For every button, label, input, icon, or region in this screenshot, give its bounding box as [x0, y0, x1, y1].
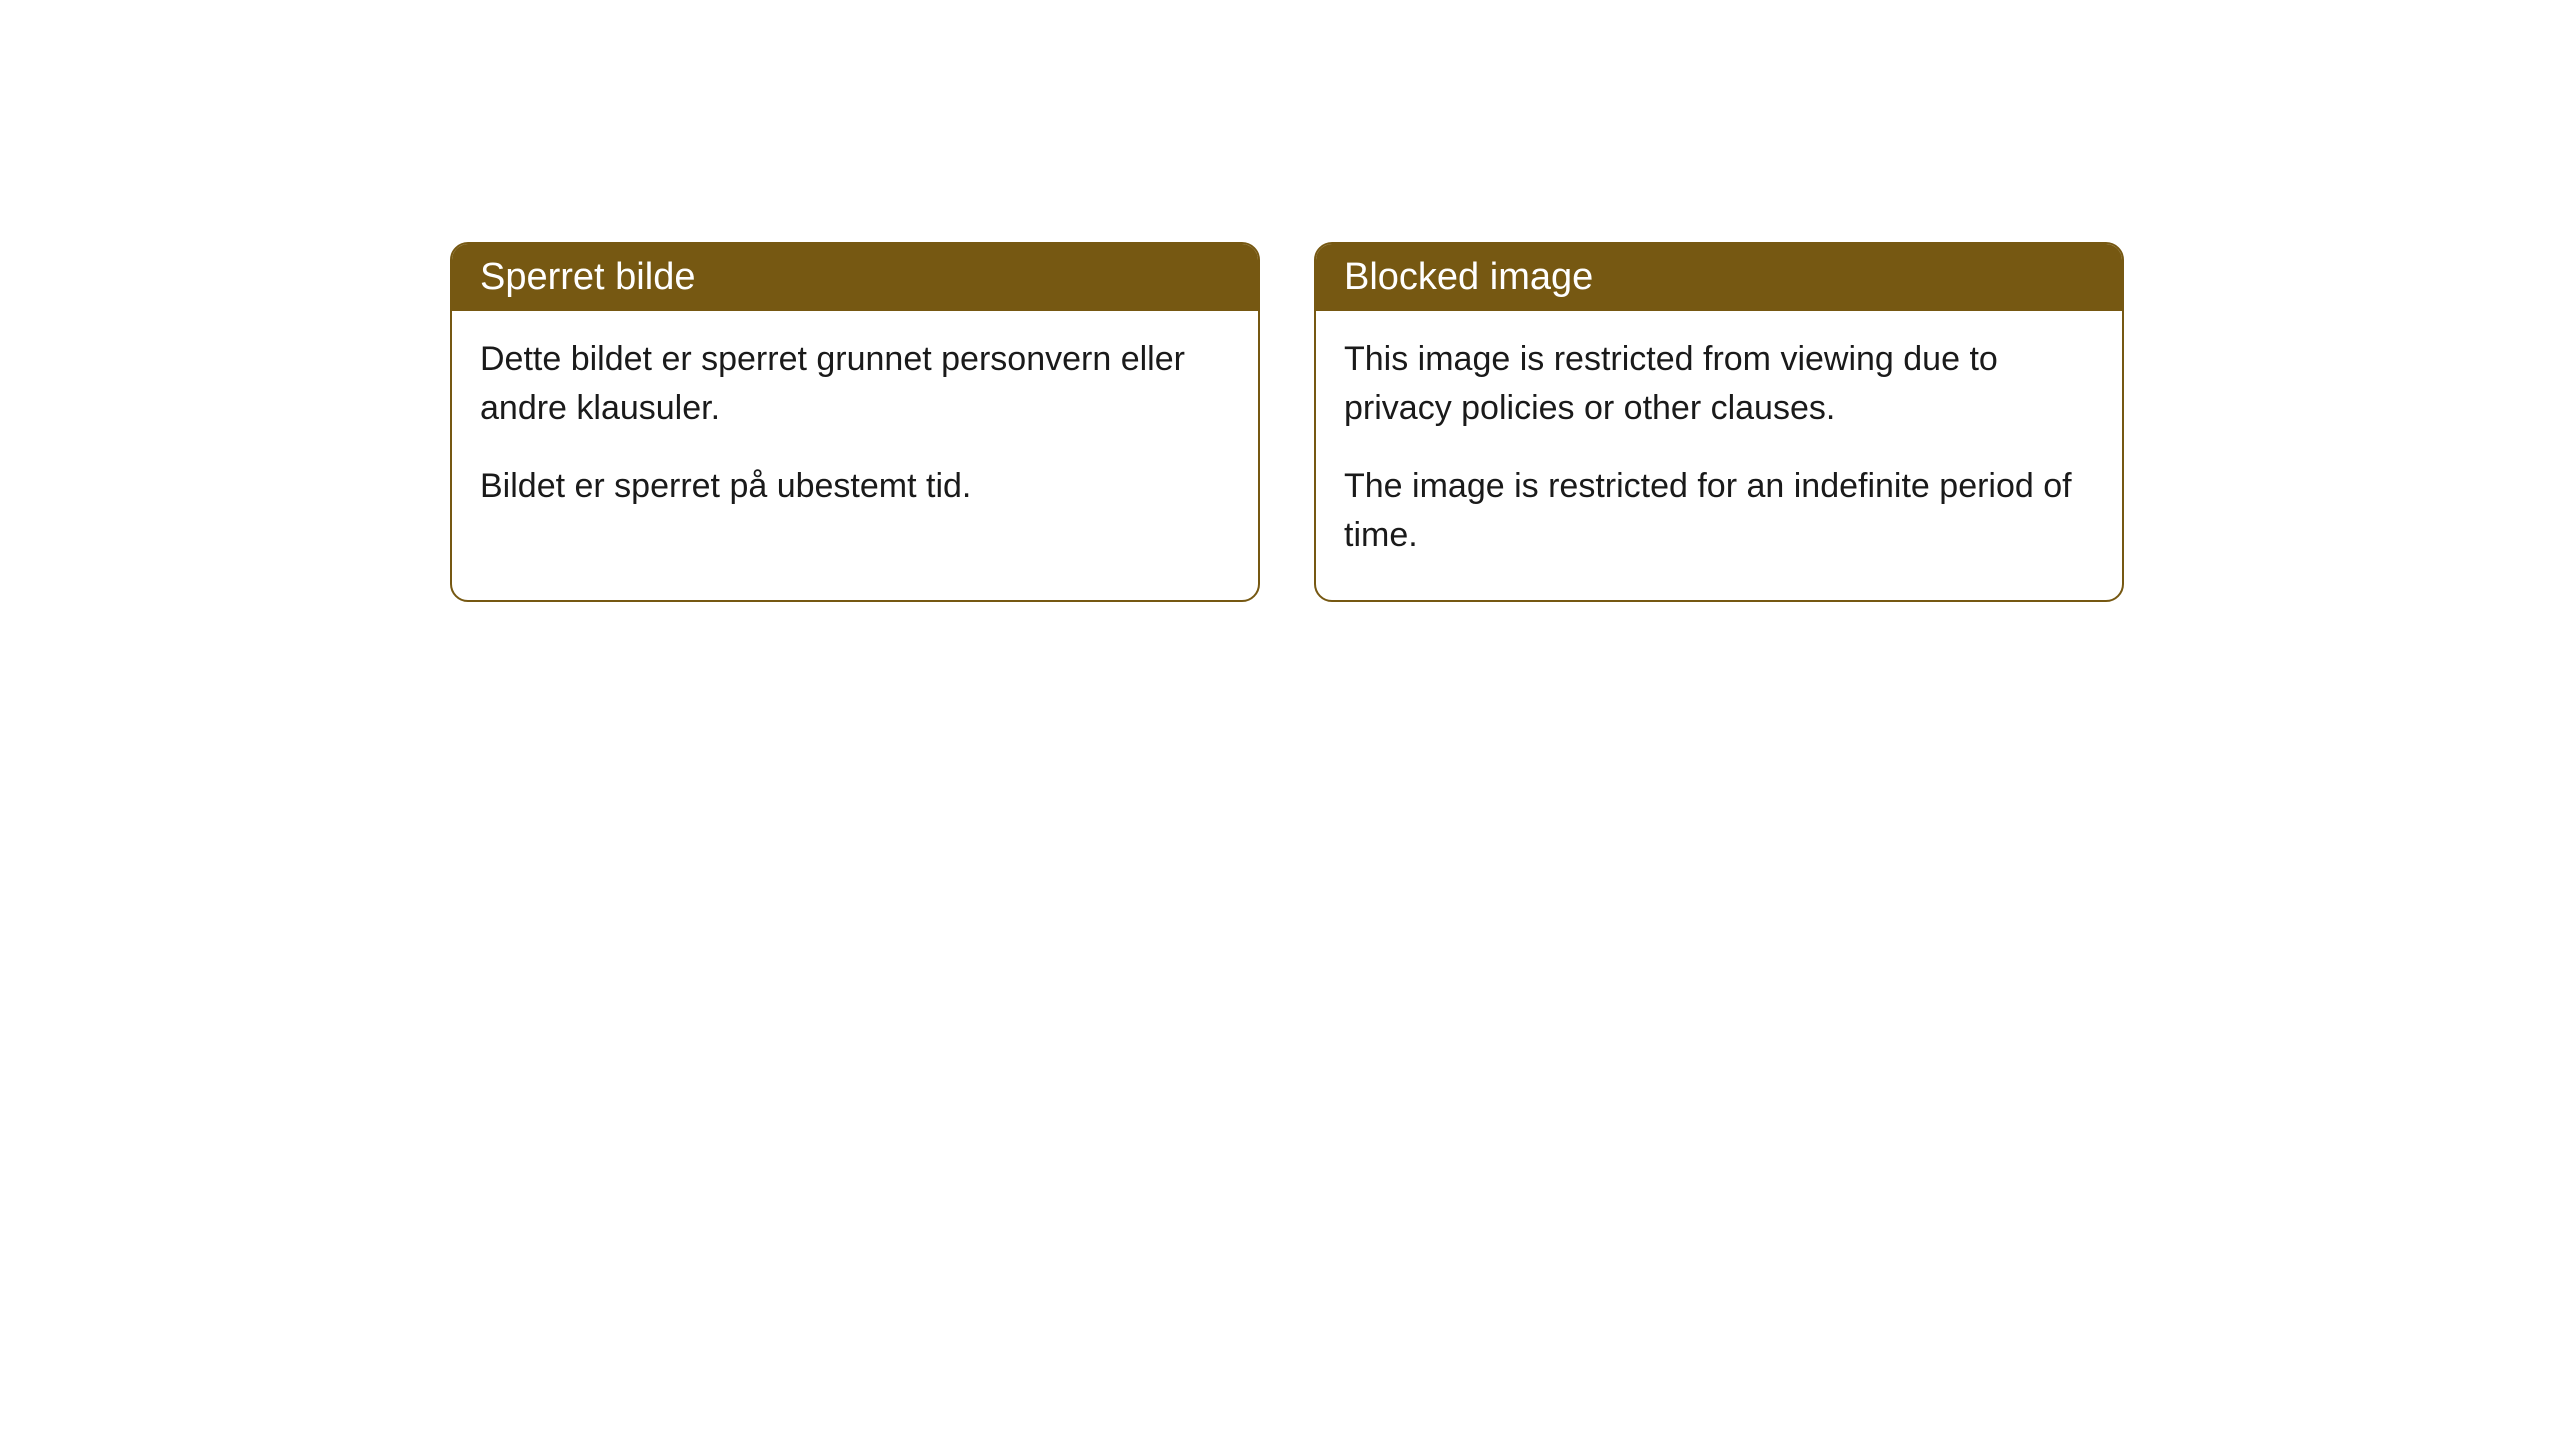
notice-cards-container: Sperret bilde Dette bildet er sperret gr… — [450, 242, 2560, 602]
card-paragraph: This image is restricted from viewing du… — [1344, 335, 2094, 434]
card-body-english: This image is restricted from viewing du… — [1316, 311, 2122, 600]
notice-card-norwegian: Sperret bilde Dette bildet er sperret gr… — [450, 242, 1260, 602]
notice-card-english: Blocked image This image is restricted f… — [1314, 242, 2124, 602]
card-paragraph: Dette bildet er sperret grunnet personve… — [480, 335, 1230, 434]
card-body-norwegian: Dette bildet er sperret grunnet personve… — [452, 311, 1258, 551]
card-header-norwegian: Sperret bilde — [452, 244, 1258, 311]
card-header-english: Blocked image — [1316, 244, 2122, 311]
card-title: Blocked image — [1344, 256, 1593, 298]
card-paragraph: Bildet er sperret på ubestemt tid. — [480, 462, 1230, 511]
card-title: Sperret bilde — [480, 256, 695, 298]
card-paragraph: The image is restricted for an indefinit… — [1344, 462, 2094, 561]
